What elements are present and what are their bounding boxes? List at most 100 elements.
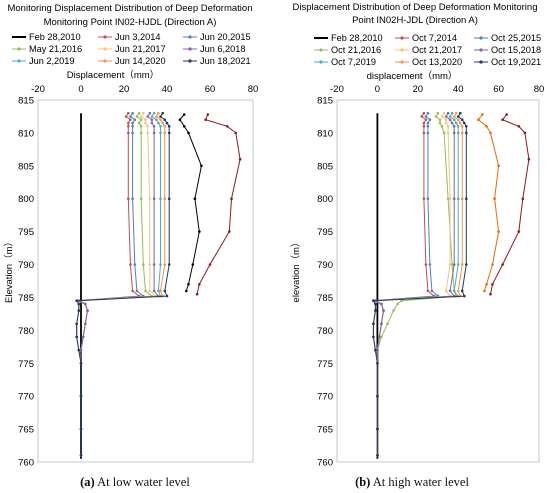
data-point [452, 125, 456, 128]
data-point [491, 263, 494, 266]
series-line [196, 114, 241, 295]
data-point [148, 263, 152, 266]
data-point [161, 121, 164, 125]
caption-text: At high water level [370, 475, 469, 489]
y-tick-label: 815 [317, 96, 333, 107]
data-point [497, 230, 500, 233]
data-point [163, 131, 167, 135]
legend-label: Feb 28,2010 [331, 33, 383, 43]
data-point [139, 131, 143, 135]
data-point [129, 115, 132, 118]
data-point [228, 230, 231, 233]
data-point [460, 289, 464, 293]
data-point [446, 197, 450, 200]
chart-title-line-1: Monitoring Displacement Distribution of … [7, 3, 252, 14]
data-point [163, 197, 167, 200]
x-tick-label: 80 [534, 84, 545, 95]
data-point [456, 263, 460, 266]
x-tick-label: 0 [375, 84, 380, 95]
series [76, 111, 158, 457]
y-tick-label: 780 [317, 326, 333, 337]
y-tick-label: 805 [317, 161, 333, 172]
data-point [148, 111, 152, 115]
data-point [165, 294, 169, 298]
data-point [452, 118, 456, 121]
y-tick-label: 770 [317, 392, 333, 403]
data-point [191, 263, 195, 266]
data-point [208, 263, 212, 266]
y-tick-label: 780 [18, 326, 34, 337]
data-point [127, 111, 130, 115]
data-point [155, 118, 158, 121]
data-point [139, 125, 143, 128]
data-point [428, 118, 432, 121]
data-point [86, 309, 89, 312]
data-point [206, 113, 210, 116]
data-point [131, 121, 134, 125]
legend-label: Oct 25,2015 [491, 33, 541, 43]
data-point [131, 289, 134, 293]
data-point [129, 118, 132, 121]
data-point [187, 131, 190, 135]
data-point [460, 118, 464, 121]
legend-label: Oct 15,2018 [491, 45, 541, 55]
data-point [79, 348, 83, 352]
data-point [146, 125, 149, 128]
data-point [195, 292, 199, 296]
data-point [465, 263, 468, 266]
data-point [167, 131, 171, 135]
data-point [238, 157, 242, 161]
data-point [159, 125, 162, 128]
data-point [420, 115, 424, 118]
y-tick-label: 795 [317, 227, 333, 238]
series-line [75, 112, 162, 456]
data-point [139, 197, 143, 200]
x-tick-label: 80 [248, 84, 259, 95]
x-tick-label: -20 [31, 84, 45, 95]
data-point [426, 131, 430, 135]
y-tick-label: 785 [18, 293, 34, 304]
data-point [127, 131, 130, 135]
data-point [193, 197, 197, 200]
data-point [426, 197, 430, 200]
legend-marker [188, 59, 192, 63]
data-point [152, 125, 156, 128]
data-point [501, 263, 504, 266]
data-point [150, 118, 154, 121]
data-point [465, 131, 468, 135]
data-point [374, 302, 377, 306]
series-line [76, 112, 154, 456]
data-point [157, 111, 160, 115]
data-point [446, 125, 450, 128]
data-point [148, 289, 152, 293]
data-point [152, 197, 156, 200]
data-point [159, 289, 162, 293]
data-point [460, 263, 464, 266]
data-point [372, 299, 375, 303]
data-point [127, 125, 130, 128]
legend-label: Jun 6,2018 [200, 44, 245, 54]
data-point [77, 302, 81, 306]
legend-label: Jun 3,2014 [115, 32, 160, 42]
data-point [523, 131, 527, 135]
data-point [436, 111, 440, 115]
legend-label: Jun 14,2020 [115, 56, 166, 66]
data-point [400, 299, 403, 303]
data-point [477, 118, 480, 121]
chart-title-line-2: Monitoring Point IN02-HJDL (Direction A) [44, 17, 217, 28]
data-point [81, 335, 85, 339]
data-point [79, 394, 83, 398]
data-point [374, 348, 377, 352]
data-point [163, 118, 167, 121]
data-point [155, 115, 158, 118]
data-point [450, 111, 454, 115]
legend-marker [188, 35, 192, 39]
data-point [75, 322, 78, 326]
data-point [127, 197, 130, 200]
x-tick-label: -20 [330, 84, 344, 95]
data-point [198, 230, 201, 233]
legend-label: Jun 20,2015 [200, 32, 251, 42]
data-point [163, 289, 167, 293]
data-point [527, 157, 531, 161]
